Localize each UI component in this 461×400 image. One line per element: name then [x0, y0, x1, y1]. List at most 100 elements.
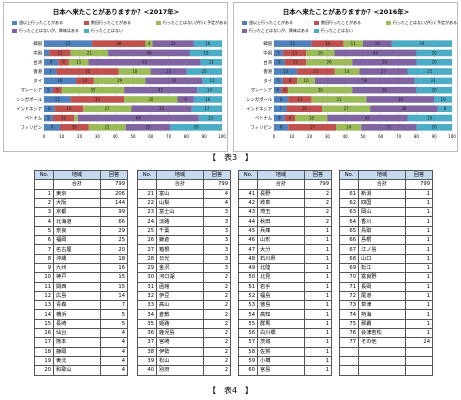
table-row	[339, 346, 433, 357]
table-cell: 60	[238, 365, 258, 376]
value-label: 13	[283, 69, 289, 74]
value-label: 30	[148, 97, 154, 102]
value-label: 6	[278, 60, 281, 65]
table-cell: 金沢	[156, 262, 204, 274]
value-label: 6	[62, 60, 65, 65]
table-cell: 31	[137, 281, 157, 292]
table-cell: 99	[100, 207, 128, 218]
table-cell: 44	[238, 216, 258, 227]
table: No. 地域 回答 合計 799 1 東京 206 2 大阪 144 3 京都 99 4 北海道 66 5 奈良 29…	[34, 169, 128, 376]
table-cell: 25	[100, 235, 128, 246]
table-cell: 62	[339, 197, 359, 209]
table-cell: 5	[100, 318, 128, 330]
value-label: 4	[276, 87, 279, 92]
table-row: 33 高山 2	[137, 300, 231, 311]
value-label: 13	[292, 50, 298, 55]
value-label: 31	[336, 97, 342, 102]
y-tick-label: マレーシア	[251, 88, 272, 94]
value-label: 13	[297, 97, 303, 102]
value-label: 35	[90, 87, 96, 92]
table-row: 67 江ノ島 1	[339, 244, 433, 255]
table-cell: 1	[405, 318, 433, 330]
bar-segment	[274, 58, 285, 66]
table-row: 24 淡路 3	[137, 216, 231, 227]
bar-segment	[124, 86, 198, 94]
value-label: 5	[47, 87, 50, 92]
table-row: 12 広島 14	[34, 290, 128, 302]
bar-segment	[314, 77, 415, 85]
y-tick-label: フィリピン	[21, 125, 42, 131]
table-cell: 18	[34, 346, 54, 357]
bar-segment	[44, 105, 55, 113]
bar-segment	[434, 96, 452, 103]
table-cell: 4	[34, 216, 54, 227]
table-row: No. 地域 回答	[34, 169, 128, 181]
table-row: 16 仙台 4	[34, 328, 128, 339]
table-cell: 14	[34, 309, 54, 320]
table-cell: 7	[34, 244, 54, 255]
bar-segment	[322, 105, 371, 113]
table-cell: 40	[137, 365, 157, 376]
value-label: 21	[87, 50, 93, 55]
value-label: 12	[57, 50, 63, 55]
table-row: 71 長岡 1	[339, 281, 433, 292]
value-label: 21	[105, 125, 111, 130]
table-cell: 19	[34, 355, 54, 367]
table-cell: 4	[100, 365, 128, 376]
bar-segment	[366, 96, 435, 103]
table-cell: 64	[339, 216, 359, 227]
table-row: 60 宮島 1	[238, 365, 332, 376]
bar-segment	[125, 124, 171, 131]
value-label: 8	[444, 106, 447, 111]
y-tick-label: 台湾	[263, 59, 272, 66]
table-cell: 徳島	[257, 300, 305, 311]
value-label: 10	[441, 97, 447, 102]
table-cell: 富士山	[156, 207, 204, 218]
table-cell: 7	[100, 300, 128, 311]
table-cell: 奈良	[53, 225, 101, 237]
table-row: 63 岡山 1	[339, 207, 433, 218]
table-row: 75 那覇 1	[339, 318, 433, 330]
table-cell: 熊本	[53, 337, 101, 348]
table-cell: 山梨	[156, 197, 204, 209]
table-cell: 淡路	[156, 216, 204, 227]
bar-segment	[44, 77, 77, 85]
table-row: 38 伊勢 2	[137, 346, 231, 357]
table-cell: 1	[304, 309, 332, 320]
table-cell: 29	[137, 262, 157, 274]
table-cell	[339, 346, 359, 357]
value-label: 5	[277, 78, 280, 83]
table-cell	[358, 355, 406, 367]
legend-label: 行ったことはないが、興味はある	[249, 27, 309, 33]
table-cell: 5	[34, 225, 54, 237]
bar-segment	[150, 68, 187, 75]
table-row: 13 青森 7	[34, 300, 128, 311]
table-row: 34 倉敷 2	[137, 309, 231, 320]
table-cell: 18	[100, 253, 128, 264]
table-cell: 2	[203, 365, 231, 376]
value-label: 34	[159, 106, 165, 111]
table-cell: 島根	[358, 235, 406, 246]
value-label: 20	[432, 60, 438, 65]
bar-segment	[74, 114, 78, 122]
table-cell: 70	[339, 272, 359, 283]
bar-segment	[44, 86, 53, 94]
table-cell: 岩手	[257, 281, 305, 292]
legend-label: 数回行ったことがある	[321, 19, 361, 25]
table-cell: 39	[137, 355, 157, 367]
table-row: 9 九州 16	[34, 262, 128, 274]
y-tick-label: シンガポール	[16, 96, 42, 103]
table-cell: 回答	[100, 169, 128, 181]
bar-segment	[88, 124, 126, 131]
table-cell: 1	[304, 290, 332, 302]
value-label: 45	[365, 115, 371, 120]
table-row: 合計 799	[34, 179, 128, 190]
table-cell: 37	[137, 337, 157, 348]
table-cell: 35	[137, 318, 157, 330]
x-tick-label: 100	[448, 134, 456, 139]
table-cell: 3	[203, 235, 231, 246]
table-row: 74 熱海 1	[339, 309, 433, 320]
bar-segment	[336, 124, 362, 131]
bar-segment	[274, 86, 282, 94]
table-cell: 1	[405, 207, 433, 218]
